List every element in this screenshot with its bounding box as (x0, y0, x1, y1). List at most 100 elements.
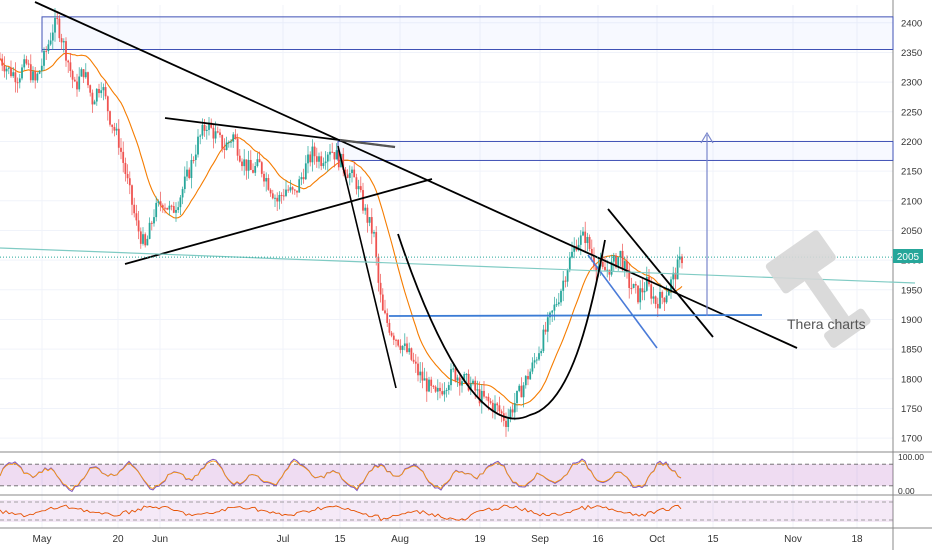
candle-body (65, 41, 67, 61)
candle-body (672, 272, 675, 280)
candle-body (234, 134, 237, 139)
candle-body (428, 379, 430, 392)
candle-body (1, 58, 4, 66)
candle-body (595, 266, 598, 272)
candle-body (485, 396, 488, 398)
candle-body (555, 304, 558, 306)
rsi-line (0, 504, 682, 522)
candle-body (18, 78, 21, 83)
candle-body (49, 40, 52, 45)
time-tick-label: 18 (851, 534, 863, 545)
candle-body (491, 402, 494, 412)
candle-body (93, 101, 96, 105)
candle-body (626, 261, 628, 270)
candle-body (560, 290, 562, 303)
candle-body (177, 207, 180, 210)
candle-body (285, 189, 287, 196)
candle-body (100, 90, 103, 94)
rsi-panel (0, 500, 893, 522)
candle-body (254, 165, 257, 173)
candle-body (311, 146, 314, 163)
candle-body (214, 131, 217, 139)
price-tick-label: 2050 (901, 226, 922, 237)
candle-body (179, 197, 182, 208)
candle-body (511, 409, 514, 413)
candle-body (623, 261, 626, 270)
candle-body (201, 124, 204, 136)
candle-body (425, 378, 428, 392)
candle-body (608, 269, 611, 275)
candle-body (82, 69, 85, 78)
candle-body (531, 362, 534, 372)
candle-body (410, 348, 413, 360)
candle-body (150, 222, 153, 224)
candle-body (243, 159, 246, 167)
candle-body (146, 238, 149, 246)
candle-body (25, 59, 28, 64)
candle-body (3, 65, 6, 72)
candle-body (300, 177, 303, 180)
candle-body (190, 159, 193, 179)
candle-body (483, 390, 485, 397)
candle-body (142, 234, 144, 244)
time-tick-label: Aug (391, 534, 409, 545)
candle-body (47, 44, 50, 52)
candle-body (573, 246, 576, 252)
stoch-tick-label: 0.00 (898, 486, 915, 496)
candle-body (309, 154, 312, 163)
candle-body (205, 129, 208, 131)
candle-body (315, 156, 318, 162)
candle-body (604, 266, 606, 271)
candle-body (377, 256, 380, 283)
candle-body (467, 373, 470, 391)
candle-body (342, 153, 345, 170)
candle-body (161, 205, 164, 208)
candle-body (58, 18, 61, 39)
candle-body (661, 291, 664, 298)
candle-body (535, 359, 538, 361)
time-tick-label: Jul (277, 534, 290, 545)
candle-body (120, 147, 122, 152)
candle-body (634, 283, 637, 286)
candle-body (223, 148, 226, 150)
candle-body (296, 190, 298, 193)
candle-body (51, 32, 54, 41)
candle-body (663, 297, 666, 303)
candle-body (183, 176, 186, 190)
candle-body (210, 122, 213, 128)
candle-body (461, 381, 463, 386)
candle-body (441, 391, 444, 395)
price-tick-label: 1750 (901, 404, 922, 415)
candle-body (267, 178, 270, 190)
candle-body (21, 67, 23, 79)
candle-body (157, 201, 160, 203)
price-tick-label: 1900 (901, 315, 922, 326)
candle-body (406, 343, 408, 353)
candle-body (478, 389, 481, 404)
candle-body (60, 38, 63, 43)
candle-body (520, 385, 523, 398)
candle-body (80, 69, 83, 77)
candle-body (366, 207, 369, 223)
candle-body (76, 81, 78, 90)
candle-body (546, 317, 549, 332)
candle-body (557, 302, 560, 305)
candle-body (538, 353, 540, 360)
candle-body (102, 87, 105, 91)
candle-body (326, 154, 329, 162)
time-tick-label: May (33, 534, 52, 545)
candle-body (32, 71, 34, 81)
candle-body (370, 217, 373, 234)
time-axis: May 20 Jun Jul 15 Aug 19 Sep 16 Oct 15 Nov 18 (33, 534, 863, 545)
candle-body (373, 232, 375, 234)
stochastic-panel: 100.00 0.00 (0, 452, 924, 496)
candle-body (571, 251, 573, 258)
candle-body (586, 236, 589, 244)
ma-line (0, 52, 683, 406)
candle-body (432, 385, 435, 387)
candle-body (505, 420, 507, 427)
candle-body (252, 169, 254, 173)
candle-body (582, 231, 584, 236)
candle-body (313, 146, 316, 157)
